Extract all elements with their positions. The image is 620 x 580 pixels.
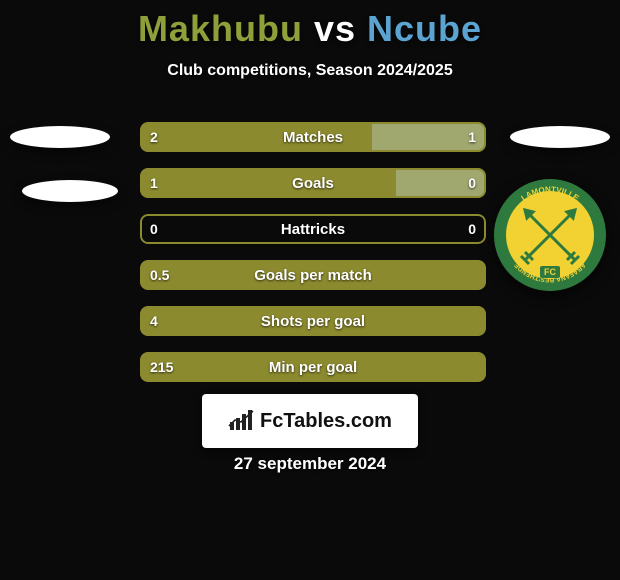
club-logo: LAMONTVILLE GOLDEN ARROWS ABAFANA BES'TH…: [493, 178, 607, 292]
stat-label: Shots per goal: [140, 306, 486, 336]
stat-row: 0.5Goals per match: [140, 260, 486, 290]
decor-ellipse-left-2: [22, 180, 118, 202]
stat-label: Hattricks: [140, 214, 486, 244]
player2-name: Ncube: [367, 8, 482, 49]
stat-row: 21Matches: [140, 122, 486, 152]
stat-row: 215Min per goal: [140, 352, 486, 382]
branding-box: FcTables.com: [202, 394, 418, 448]
stat-label: Goals per match: [140, 260, 486, 290]
stat-row: 4Shots per goal: [140, 306, 486, 336]
stat-label: Matches: [140, 122, 486, 152]
club-logo-svg: LAMONTVILLE GOLDEN ARROWS ABAFANA BES'TH…: [493, 178, 607, 292]
player1-name: Makhubu: [138, 8, 303, 49]
stat-label: Goals: [140, 168, 486, 198]
decor-ellipse-left-1: [10, 126, 110, 148]
stats-area: 21Matches 10Goals 00Hattricks 0.5Goals per …: [140, 122, 486, 398]
stat-row: 00Hattricks: [140, 214, 486, 244]
logo-fc-text: FC: [544, 267, 556, 277]
decor-ellipse-right: [510, 126, 610, 148]
stat-row: 10Goals: [140, 168, 486, 198]
page-title: Makhubu vs Ncube: [0, 8, 620, 50]
stat-label: Min per goal: [140, 352, 486, 382]
vs-text: vs: [314, 8, 356, 49]
bar-chart-icon: [228, 408, 254, 434]
root: Makhubu vs Ncube Club competitions, Seas…: [0, 0, 620, 580]
footer-date: 27 september 2024: [0, 454, 620, 474]
subtitle: Club competitions, Season 2024/2025: [0, 62, 620, 80]
branding-text: FcTables.com: [260, 410, 392, 433]
